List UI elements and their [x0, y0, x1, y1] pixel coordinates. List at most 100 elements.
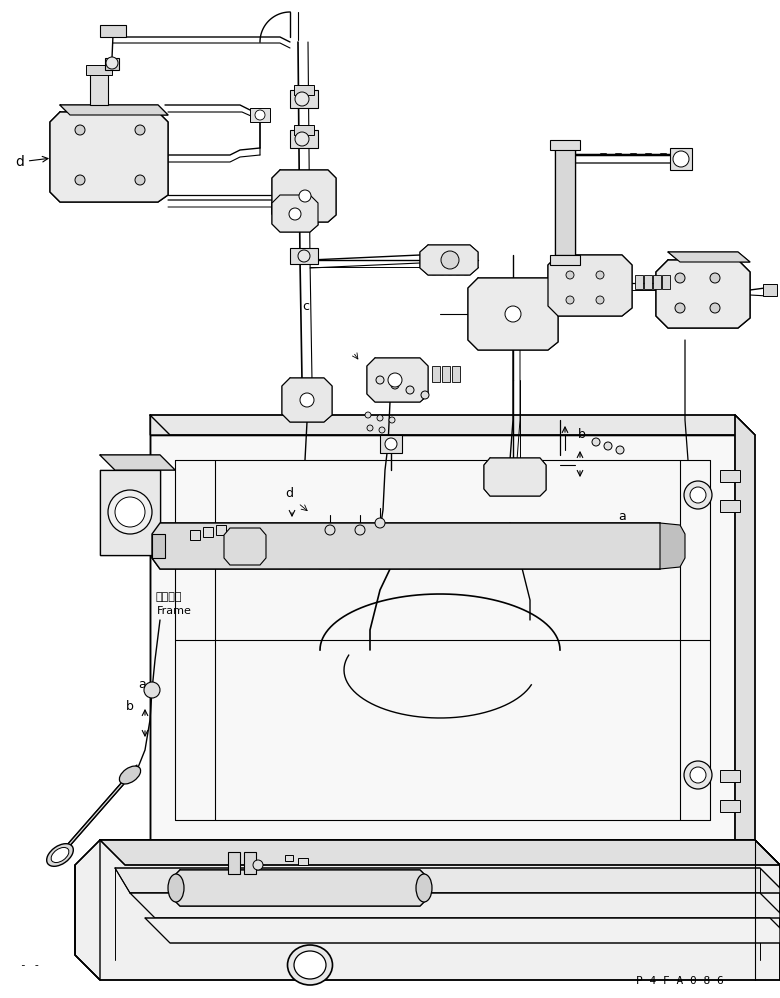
Bar	[250, 108, 270, 122]
Circle shape	[144, 682, 160, 698]
Circle shape	[421, 391, 429, 399]
Bar	[432, 366, 440, 382]
Circle shape	[675, 273, 685, 283]
Ellipse shape	[47, 843, 73, 866]
Circle shape	[375, 518, 385, 528]
Bar	[86, 65, 112, 75]
Circle shape	[365, 412, 371, 418]
Circle shape	[298, 250, 310, 262]
Circle shape	[673, 151, 689, 167]
Bar	[216, 525, 226, 535]
Circle shape	[505, 306, 521, 322]
Polygon shape	[152, 534, 165, 558]
Bar	[644, 275, 652, 289]
Bar	[105, 58, 119, 70]
Text: - -: - -	[20, 960, 41, 970]
Bar	[228, 852, 240, 874]
Polygon shape	[656, 260, 750, 328]
Bar	[635, 275, 643, 289]
Polygon shape	[224, 528, 266, 565]
Bar	[244, 852, 256, 874]
Circle shape	[684, 761, 712, 789]
Bar	[285, 855, 293, 861]
Polygon shape	[75, 840, 780, 980]
Polygon shape	[468, 278, 558, 350]
Circle shape	[255, 110, 265, 120]
Polygon shape	[100, 455, 175, 470]
Ellipse shape	[416, 874, 432, 902]
Circle shape	[108, 490, 152, 534]
Polygon shape	[53, 765, 136, 865]
Circle shape	[710, 273, 720, 283]
Bar	[294, 125, 314, 135]
Circle shape	[566, 296, 574, 304]
Polygon shape	[115, 868, 780, 893]
Circle shape	[300, 393, 314, 407]
Circle shape	[325, 525, 335, 535]
Polygon shape	[100, 470, 160, 555]
Circle shape	[299, 190, 311, 202]
Circle shape	[684, 481, 712, 509]
Circle shape	[289, 208, 301, 220]
Circle shape	[377, 415, 383, 421]
Circle shape	[253, 860, 263, 870]
Bar	[442, 366, 450, 382]
Bar	[452, 366, 460, 382]
Ellipse shape	[288, 945, 332, 985]
Circle shape	[106, 57, 118, 69]
Text: a: a	[618, 510, 626, 523]
Polygon shape	[145, 918, 780, 943]
Polygon shape	[130, 893, 780, 918]
Polygon shape	[50, 112, 168, 202]
Bar	[720, 800, 740, 812]
Circle shape	[592, 438, 600, 446]
Bar	[662, 275, 670, 289]
Text: c: c	[302, 300, 309, 313]
Bar	[670, 148, 692, 170]
Circle shape	[406, 386, 414, 394]
Circle shape	[710, 303, 720, 313]
Circle shape	[566, 271, 574, 279]
Bar	[380, 435, 402, 453]
Bar	[290, 90, 318, 108]
Circle shape	[616, 446, 624, 454]
Bar	[550, 255, 580, 265]
Ellipse shape	[51, 847, 69, 862]
Circle shape	[604, 442, 612, 450]
Circle shape	[135, 175, 145, 185]
Bar	[203, 527, 213, 537]
Bar	[720, 470, 740, 482]
Ellipse shape	[168, 874, 184, 902]
Circle shape	[295, 132, 309, 146]
Bar	[720, 770, 740, 782]
Polygon shape	[152, 523, 668, 569]
Circle shape	[596, 271, 604, 279]
Circle shape	[690, 767, 706, 783]
Circle shape	[367, 425, 373, 431]
Circle shape	[391, 381, 399, 389]
Bar	[190, 530, 200, 540]
Text: d: d	[15, 155, 48, 169]
Bar	[550, 140, 580, 150]
Bar	[298, 858, 308, 865]
Bar	[720, 500, 740, 512]
Circle shape	[388, 373, 402, 387]
Bar	[653, 275, 661, 289]
Text: d: d	[285, 487, 293, 500]
Text: Frame: Frame	[157, 606, 192, 616]
Circle shape	[385, 438, 397, 450]
Ellipse shape	[119, 766, 140, 784]
Polygon shape	[420, 245, 478, 275]
Circle shape	[389, 417, 395, 423]
Circle shape	[135, 125, 145, 135]
Text: b: b	[578, 428, 586, 441]
Text: フレーム: フレーム	[155, 592, 182, 602]
Text: a: a	[138, 678, 146, 691]
Bar	[290, 130, 318, 148]
Polygon shape	[150, 435, 735, 840]
Circle shape	[115, 497, 145, 527]
Ellipse shape	[294, 951, 326, 979]
Bar	[294, 85, 314, 95]
Circle shape	[596, 296, 604, 304]
Polygon shape	[172, 870, 428, 906]
